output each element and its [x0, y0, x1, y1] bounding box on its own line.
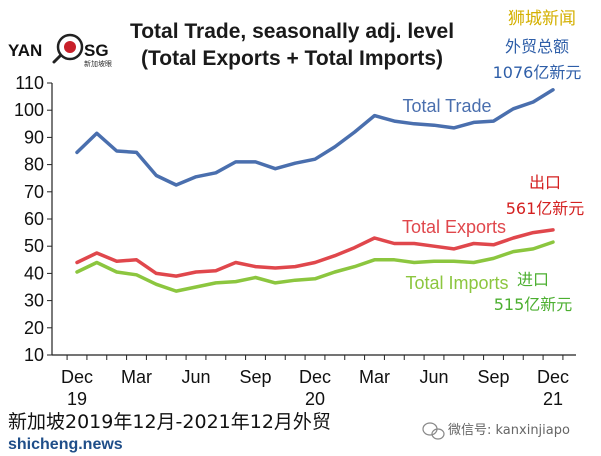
- brand-label: 狮城新闻: [508, 9, 576, 29]
- chart-title-line1: Total Trade, seasonally adj. level: [130, 20, 454, 43]
- exports-note-line1: 出口: [529, 173, 561, 192]
- y-tick-label: 30: [24, 291, 44, 311]
- wechat-icon: [422, 422, 445, 440]
- x-tick-year-label: 21: [543, 389, 563, 409]
- logo-text-right: SG: [84, 41, 109, 60]
- x-tick-year-label: 20: [305, 389, 325, 409]
- x-tick-label: Jun: [419, 367, 448, 387]
- logo-subtext: 新加坡眼: [84, 59, 112, 68]
- watermark-text: shicheng.news: [8, 436, 123, 453]
- x-tick-label: Dec: [537, 367, 569, 387]
- y-tick-label: 80: [24, 155, 44, 175]
- chart-title-line2: (Total Exports + Total Imports): [141, 47, 443, 70]
- trade-note-line2: 1076亿新元: [493, 63, 582, 82]
- y-tick-label: 20: [24, 318, 44, 338]
- wechat-id: 微信号: kanxinjiapo: [448, 423, 570, 438]
- imports-note-line1: 进口: [517, 270, 549, 289]
- imports-note-line2: 515亿新元: [494, 295, 573, 314]
- logo-emblem-icon: [52, 33, 84, 64]
- y-tick-label: 100: [14, 100, 44, 120]
- y-axis-ticks: 10 20 30 40 50 60 70 80 90 100 110: [14, 73, 52, 365]
- x-tick-label: Mar: [121, 367, 152, 387]
- y-tick-label: 50: [24, 236, 44, 256]
- series-label-exports: Total Exports: [402, 217, 506, 237]
- y-tick-label: 90: [24, 127, 44, 147]
- y-tick-label: 110: [15, 73, 44, 93]
- series-line-exports: [75, 228, 555, 278]
- yansg-logo: YAN SG 新加坡眼: [8, 33, 112, 68]
- y-tick-label: 40: [24, 263, 44, 283]
- exports-note-line2: 561亿新元: [506, 199, 585, 218]
- series-line-imports: [75, 240, 555, 293]
- footer-caption: 新加坡2019年12月-2021年12月外贸: [8, 411, 331, 433]
- x-tick-label: Jun: [181, 367, 210, 387]
- y-tick-label: 60: [24, 209, 44, 229]
- series-line-trade: [75, 88, 555, 187]
- y-tick-label: 70: [24, 182, 44, 202]
- x-tick-label: Dec: [299, 367, 331, 387]
- y-tick-label: 10: [24, 345, 44, 365]
- series-label-imports: Total Imports: [405, 273, 508, 293]
- x-tick-label: Sep: [239, 367, 271, 387]
- x-tick-label: Sep: [477, 367, 509, 387]
- x-tick-year-label: 19: [67, 389, 87, 409]
- series-label-trade: Total Trade: [402, 96, 491, 116]
- logo-text-left: YAN: [8, 41, 42, 60]
- x-tick-label: Dec: [61, 367, 93, 387]
- x-tick-label: Mar: [359, 367, 390, 387]
- trade-note-line1: 外贸总额: [505, 37, 569, 56]
- series-layer: Total Trade Total Exports Total Imports: [75, 88, 555, 293]
